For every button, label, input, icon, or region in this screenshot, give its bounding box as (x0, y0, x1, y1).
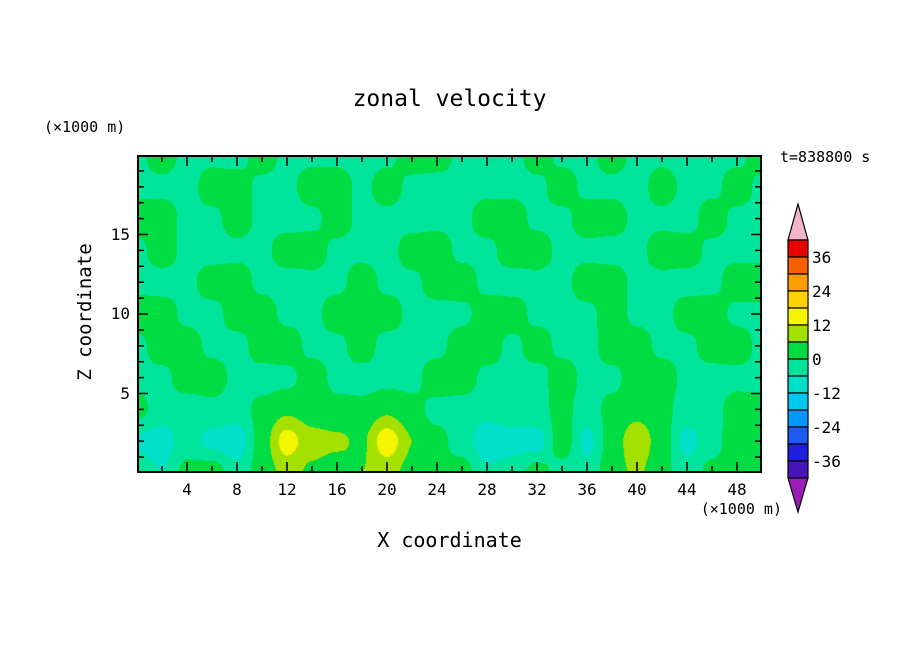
colorbar-tick-label: 24 (812, 282, 832, 301)
timestamp-label: t=838800 s (780, 148, 871, 166)
x-tick-label: 16 (327, 480, 347, 499)
colorbar-tick-label: -36 (812, 452, 841, 471)
x-tick-label: 12 (277, 480, 297, 499)
z-tick-label: 10 (110, 304, 130, 323)
contour-field-canvas (137, 155, 762, 473)
colorbar-tick-label: 0 (812, 350, 822, 369)
x-tick-label: 32 (527, 480, 547, 499)
y-axis-unit-label: (×1000 m) (44, 118, 126, 136)
x-tick-label: 4 (182, 480, 192, 499)
x-tick-label: 20 (377, 480, 397, 499)
x-tick-label: 44 (677, 480, 697, 499)
x-axis-title: X coordinate (377, 528, 522, 552)
x-tick-label: 28 (477, 480, 497, 499)
x-tick-label: 36 (577, 480, 597, 499)
y-axis-title: Z coordinate (74, 243, 96, 381)
x-tick-label: 24 (427, 480, 447, 499)
z-tick-label: 15 (110, 224, 130, 244)
x-tick-label: 8 (232, 480, 242, 499)
colorbar-tick-label: 36 (812, 248, 832, 267)
z-tick-label: 5 (120, 383, 130, 403)
plot-title: zonal velocity (352, 86, 547, 112)
x-axis-unit-label: (×1000 m) (700, 500, 782, 518)
colorbar-tick-label: 12 (812, 316, 832, 335)
plot-frame (137, 155, 762, 473)
colorbar-tick-label: -12 (812, 384, 841, 403)
colorbar (787, 201, 809, 515)
x-tick-label: 40 (627, 480, 647, 499)
colorbar-tick-label: -24 (812, 418, 841, 437)
x-tick-label: 48 (727, 480, 747, 499)
